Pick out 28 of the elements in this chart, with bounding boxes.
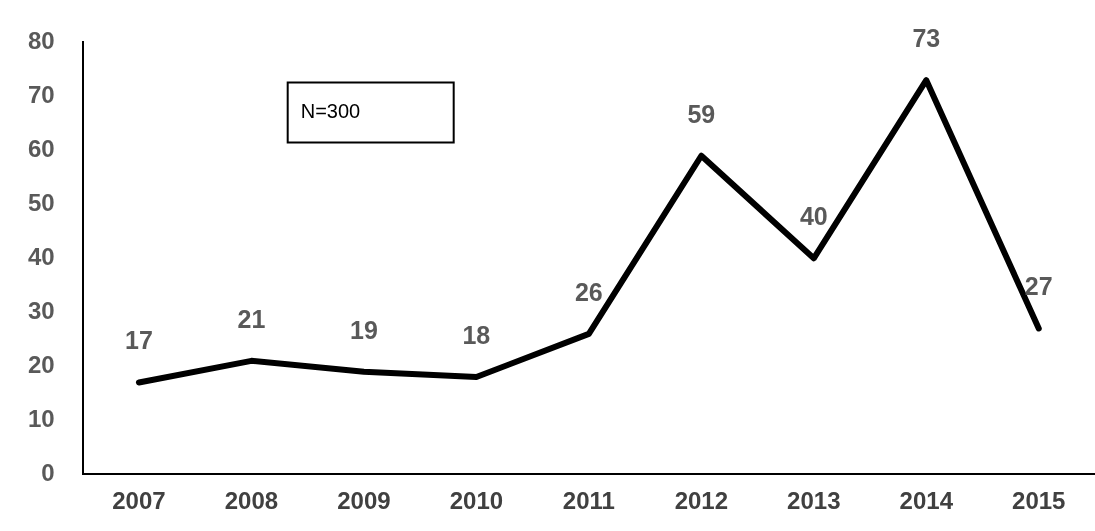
y-tick-label: 0 — [41, 458, 55, 486]
y-tick-label: 80 — [27, 27, 55, 55]
data-label: 17 — [125, 326, 153, 355]
data-label: 40 — [799, 202, 828, 231]
y-tick-label: 30 — [27, 296, 55, 324]
x-tick-label: 2007 — [112, 487, 166, 515]
x-tick-label: 2011 — [562, 487, 615, 515]
y-tick-label: 60 — [27, 134, 55, 162]
data-label: 26 — [574, 277, 603, 306]
x-tick-label: 2009 — [337, 487, 391, 515]
x-tick-label: 2010 — [449, 487, 504, 515]
data-label: 19 — [349, 315, 378, 344]
x-tick-label: 2013 — [787, 487, 841, 515]
y-tick-label: 70 — [27, 81, 55, 108]
data-label: 59 — [687, 99, 716, 128]
y-tick-label: 50 — [27, 188, 55, 216]
data-label: 21 — [237, 304, 266, 333]
y-tick-label: 20 — [27, 350, 55, 378]
x-tick-label: 2014 — [899, 487, 954, 515]
data-label: 18 — [462, 320, 491, 349]
y-tick-label: 40 — [27, 242, 55, 270]
x-tick-label: 2015 — [1012, 487, 1066, 515]
annotation: N=300 — [300, 99, 361, 122]
data-label: 27 — [1024, 272, 1053, 301]
x-tick-label: 2008 — [224, 487, 279, 515]
x-tick-label: 2012 — [674, 487, 729, 515]
data-label: 73 — [912, 24, 941, 53]
y-tick-label: 10 — [27, 404, 55, 432]
